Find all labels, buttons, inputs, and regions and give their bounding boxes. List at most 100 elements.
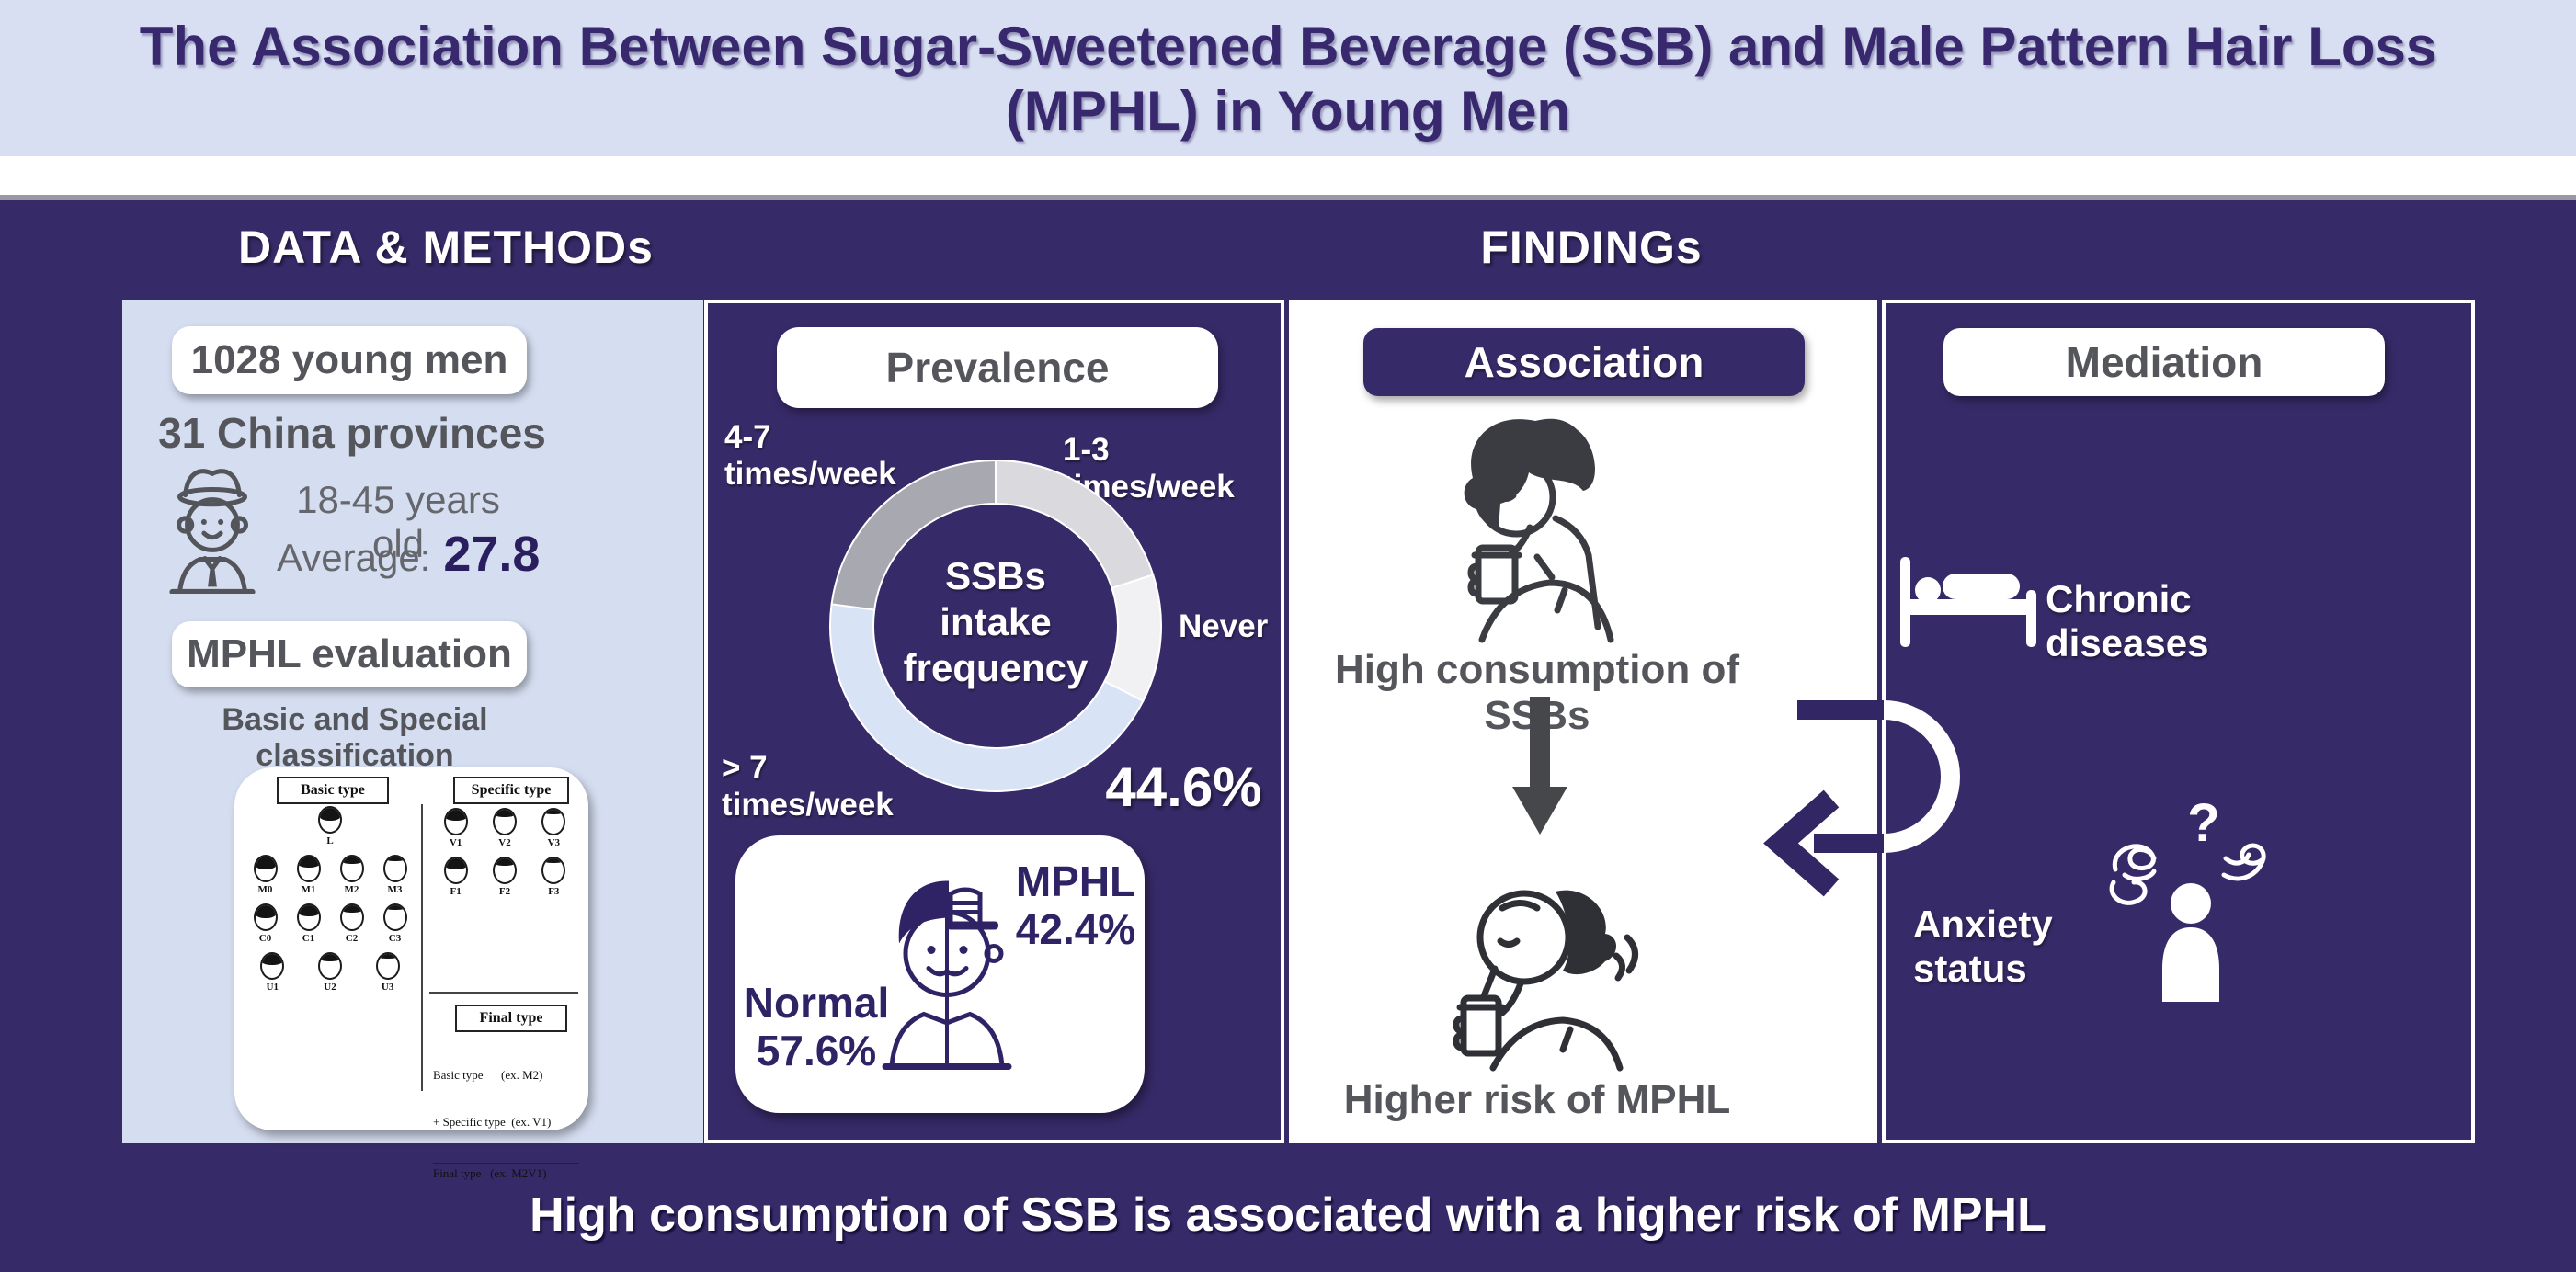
bed-icon (1900, 557, 2036, 647)
section-header-data-methods: DATA & METHODs (238, 221, 654, 273)
divider-strip (0, 156, 2576, 195)
head-diagram-f3: F3 (541, 857, 566, 897)
basp-divider-vertical (421, 804, 423, 1091)
donut-center-line2: intake (940, 600, 1052, 643)
balding-man-icon (1453, 890, 1638, 1072)
basp-divider-horizontal (429, 992, 578, 994)
association-header-box: Association (1363, 328, 1805, 396)
head-label: M3 (387, 884, 403, 895)
head-label: C0 (258, 933, 272, 944)
head-label: V2 (498, 837, 511, 848)
formula-line-1: Basic type (ex. M2) (433, 1068, 543, 1082)
anxiety-status-label: Anxiety status (1913, 903, 2053, 990)
specific-type-label: Specific type (453, 777, 569, 804)
final-type-label: Final type (455, 1005, 567, 1032)
head-glyph (253, 903, 278, 931)
head-glyph (443, 857, 468, 884)
average-value: 27.8 (443, 527, 541, 582)
panel-prevalence: Prevalence 4-7 times/week 1-3 times/week… (704, 300, 1284, 1143)
head-diagram-v1: V1 (443, 808, 468, 848)
normal-label: Normal (743, 979, 890, 1027)
panel-data-methods: 1028 young men 31 China provinces 18-45 … (122, 300, 703, 1180)
head-diagram-v2: V2 (492, 808, 517, 848)
specific-type-heads: V1 V2 V3 F1 F2 F3 (431, 808, 578, 905)
head-diagram-c2: C2 (339, 903, 364, 944)
panel-association: Association High consumption of SSBs (1289, 300, 1877, 1143)
person-silhouette-icon (2162, 883, 2219, 1002)
head-diagram-m1: M1 (296, 855, 321, 895)
head-glyph (339, 903, 364, 931)
head-glyph (260, 952, 285, 980)
head-label: C2 (345, 933, 359, 944)
head-diagram-u3: U3 (375, 952, 400, 993)
down-arrow-icon (1512, 697, 1567, 835)
head-diagram-f1: F1 (443, 857, 468, 897)
normal-share: Normal 57.6% (743, 979, 890, 1074)
question-mark: ? (2187, 793, 2220, 853)
age-range-label: 18-45 years old (296, 478, 500, 565)
basic-type-heads: L M0 M1 M2 M3 C0 C1 C2 C3 U1 U2 U3 (244, 806, 416, 1001)
head-glyph (382, 855, 407, 882)
drinking-man-icon (1464, 418, 1614, 643)
conclusion-banner: High consumption of SSB is associated wi… (530, 1188, 2046, 1242)
donut-label-gt7: > 7 times/week (722, 750, 894, 823)
formula-line-3: Final type (ex. M2V1) (433, 1163, 578, 1181)
title-line-2: (MPHL) in Young Men (1005, 80, 1571, 142)
split-face-icon (882, 880, 1012, 1070)
title-line-1: The Association Between Sugar-Sweetened … (139, 16, 2437, 77)
prevalence-header-box: Prevalence (777, 327, 1218, 408)
head-label: F3 (548, 886, 560, 897)
donut-center-line3: frequency (903, 646, 1089, 689)
donut-highlight-value: 44.6% (1105, 756, 1262, 818)
mphl-label: MPHL (1015, 857, 1136, 905)
head-diagram-u1: U1 (260, 952, 285, 993)
page-title: The Association Between Sugar-Sweetened … (0, 0, 2576, 143)
normal-value: 57.6% (756, 1027, 877, 1074)
donut-label-1-3: 1-3 times/week (1063, 432, 1235, 505)
mphl-value: 42.4% (1015, 905, 1136, 953)
head-glyph (541, 808, 566, 835)
head-label: U3 (381, 982, 394, 993)
head-glyph (492, 808, 517, 835)
head-diagram-l: L (318, 806, 342, 846)
cohort-box: 1028 young men (172, 326, 527, 394)
head-diagram-c0: C0 (253, 903, 278, 944)
scribble-right-icon (2221, 843, 2266, 881)
mphl-share: MPHL 42.4% (1011, 857, 1140, 953)
donut-label-4-7: 4-7 times/week (724, 419, 896, 492)
u-turn-arrow-icon (1763, 700, 1960, 897)
donut-center-line1: SSBs (945, 554, 1046, 597)
head-glyph (443, 808, 468, 835)
scribble-left-icon (2109, 844, 2157, 905)
donut-slice (830, 459, 997, 611)
provinces-label: 31 China provinces (158, 409, 546, 457)
head-label: M0 (257, 884, 273, 895)
head-glyph (296, 855, 321, 882)
effect-label: Higher risk of MPHL (1343, 1077, 1731, 1122)
mphl-prevalence-card: MPHL 42.4% Normal 57.6% (735, 835, 1145, 1113)
average-label: Average: (277, 536, 431, 579)
head-label: C3 (388, 933, 402, 944)
final-type-formula: Basic type (ex. M2) + Specific type (ex.… (433, 1036, 578, 1212)
head-glyph (375, 952, 400, 980)
formula-line-2: + Specific type (ex. V1) (433, 1115, 552, 1129)
title-banner: The Association Between Sugar-Sweetened … (0, 0, 2576, 156)
head-diagram-m0: M0 (253, 855, 278, 895)
head-diagram-m2: M2 (339, 855, 364, 895)
man-with-hat-icon (169, 469, 256, 594)
donut-label-never: Never (1179, 608, 1269, 644)
head-label: U1 (266, 982, 279, 993)
donut-center-label: SSBs intake frequency (858, 553, 1134, 691)
head-glyph (339, 855, 364, 882)
mphl-evaluation-box: MPHL evaluation (172, 621, 527, 687)
head-glyph (317, 952, 342, 980)
head-diagram-c1: C1 (296, 903, 321, 944)
head-label: U2 (324, 982, 336, 993)
head-glyph (492, 857, 517, 884)
head-diagram-m3: M3 (382, 855, 407, 895)
section-header-findings: FINDINGs (1480, 221, 1703, 273)
head-label: L (326, 835, 334, 846)
head-diagram-v3: V3 (541, 808, 566, 848)
donut-slice (829, 603, 1145, 792)
panel-mediation: Mediation Chronic diseases Anxiety statu… (1882, 300, 2475, 1143)
